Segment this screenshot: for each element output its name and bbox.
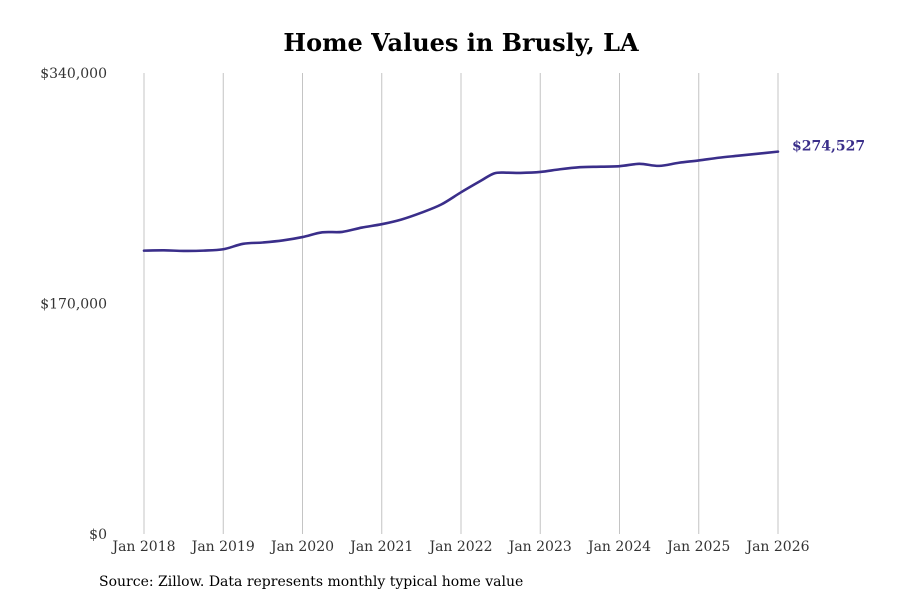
series-lines: [142, 150, 780, 253]
gridlines: [143, 73, 779, 534]
x-tick-label: Jan 2019: [190, 539, 255, 555]
x-tick-label: Jan 2018: [110, 539, 175, 555]
y-tick-label: $340,000: [40, 66, 107, 82]
chart-title: Home Values in Brusly, LA: [283, 28, 639, 57]
data-labels: $274,527: [792, 139, 865, 155]
y-axis-ticks: $0 $170,000 $340,000: [40, 66, 107, 543]
x-tick-label: Jan 2026: [744, 539, 809, 555]
y-tick-label: $0: [89, 527, 107, 543]
x-tick-label: Jan 2021: [348, 539, 413, 555]
x-axis-ticks: Jan 2018 Jan 2019 Jan 2020 Jan 2021 Jan 2022…: [110, 539, 809, 555]
x-tick-label: Jan 2025: [665, 539, 730, 555]
end-value-label: $274,527: [792, 139, 865, 155]
x-tick-label: Jan 2022: [427, 539, 492, 555]
x-tick-label: Jan 2020: [269, 539, 334, 555]
x-tick-label: Jan 2023: [507, 539, 572, 555]
x-tick-label: Jan 2024: [586, 539, 651, 555]
series-line: [142, 150, 780, 253]
source-note: Source: Zillow. Data represents monthly …: [99, 574, 524, 590]
y-tick-label: $170,000: [40, 297, 107, 313]
